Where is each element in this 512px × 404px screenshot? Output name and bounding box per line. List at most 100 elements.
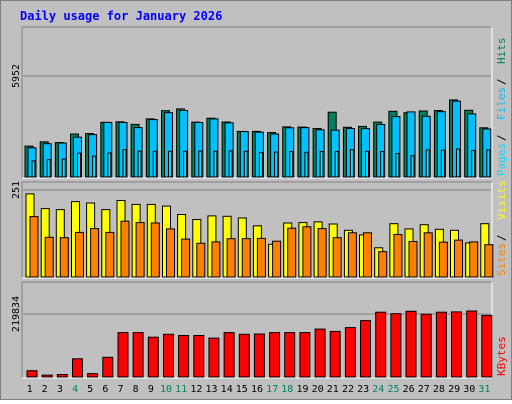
x-tick-label-day-17: 17	[266, 384, 278, 395]
x-tick-label-day-19: 19	[296, 384, 308, 395]
x-tick-label-day-14: 14	[221, 384, 233, 395]
bar-sites-day-26	[408, 241, 418, 278]
bar-sites-day-17	[272, 240, 282, 278]
bar-pages-day-4	[77, 152, 81, 178]
bar-sites-day-30	[469, 241, 479, 278]
bar-pages-day-1	[31, 160, 36, 178]
x-tick-label-day-30: 30	[463, 384, 475, 395]
bar-kbytes-day-29	[451, 311, 462, 378]
bar-sites-day-6	[105, 231, 115, 278]
panel-visits_sites: 251 Sites / Visits	[11, 180, 508, 279]
bar-kbytes-day-13	[208, 337, 220, 378]
bar-sites-day-27	[423, 232, 433, 278]
bar-sites-day-8	[135, 222, 145, 278]
bar-sites-day-5	[90, 228, 100, 278]
bar-pages-day-5	[92, 155, 97, 178]
x-tick-label-day-24: 24	[372, 384, 384, 395]
bar-kbytes-day-21	[329, 330, 341, 378]
x-tick-label-day-28: 28	[433, 384, 445, 395]
bar-pages-day-13	[213, 150, 218, 178]
bar-kbytes-day-22	[344, 327, 356, 378]
bar-pages-day-31	[486, 149, 491, 178]
bar-pages-day-25	[395, 153, 400, 178]
bar-kbytes-day-3	[56, 374, 68, 378]
x-tick-label-day-9: 9	[148, 384, 154, 395]
legend-files: Files	[495, 87, 508, 120]
bar-pages-day-16	[258, 152, 263, 178]
x-tick-label-day-12: 12	[190, 384, 202, 395]
bar-kbytes-day-23	[360, 320, 371, 378]
bar-kbytes-day-27	[420, 313, 432, 378]
bar-kbytes-day-16	[253, 333, 265, 378]
y-tick-label: 251	[11, 181, 22, 199]
x-tick-label-day-29: 29	[448, 384, 460, 395]
bar-kbytes-day-6	[102, 356, 114, 378]
bar-sites-day-9	[150, 222, 160, 278]
bar-sites-day-7	[120, 220, 130, 278]
bar-pages-day-29	[456, 148, 460, 178]
bar-sites-day-2	[44, 236, 54, 278]
legend-separator: /	[495, 134, 508, 141]
legend-separator: /	[495, 234, 508, 241]
legend-pages: Pages	[495, 143, 508, 176]
x-tick-label-day-2: 2	[42, 384, 48, 395]
x-tick-label-day-7: 7	[117, 384, 123, 395]
bar-pages-day-28	[440, 149, 445, 178]
bar-pages-day-23	[365, 150, 369, 178]
x-tick-label-day-21: 21	[327, 384, 339, 395]
x-tick-label-day-11: 11	[175, 384, 187, 395]
x-tick-label-day-25: 25	[387, 384, 399, 395]
bar-sites-day-22	[347, 232, 357, 278]
x-tick-label-day-8: 8	[133, 384, 139, 395]
bar-sites-day-28	[438, 241, 448, 278]
bar-kbytes-day-24	[375, 311, 387, 378]
bar-sites-day-15	[241, 238, 251, 278]
bar-kbytes-day-31	[481, 314, 493, 378]
bar-kbytes-day-19	[299, 332, 311, 378]
right-legend-visits_sites: Sites / Visits	[495, 180, 508, 276]
x-tick-label-day-16: 16	[251, 384, 263, 395]
bar-sites-day-31	[484, 244, 494, 278]
bar-kbytes-day-18	[284, 332, 296, 378]
bar-pages-day-11	[183, 150, 188, 178]
bar-pages-day-24	[380, 151, 385, 178]
x-tick-label-day-1: 1	[27, 384, 33, 395]
x-tick-label-day-10: 10	[160, 384, 172, 395]
bar-kbytes-day-7	[117, 332, 129, 378]
bar-pages-day-18	[289, 151, 294, 178]
bar-pages-day-17	[274, 151, 279, 178]
right-legend-kbytes: KBytes	[495, 336, 508, 376]
bar-pages-day-10	[168, 150, 172, 178]
bar-sites-day-12	[196, 242, 206, 278]
bar-kbytes-day-15	[238, 333, 250, 378]
bar-pages-day-26	[410, 155, 415, 178]
bar-kbytes-day-26	[405, 310, 417, 378]
bar-pages-day-3	[61, 158, 66, 178]
bar-pages-day-6	[107, 152, 112, 178]
bar-pages-day-15	[243, 150, 248, 178]
bar-pages-day-9	[152, 150, 157, 178]
legend-kbytes: KBytes	[495, 336, 508, 376]
bar-pages-day-12	[198, 150, 203, 178]
legend-separator: /	[495, 78, 508, 85]
bar-kbytes-day-10	[163, 333, 174, 378]
x-tick-label-day-4: 4	[72, 384, 78, 395]
x-tick-label-day-3: 3	[57, 384, 63, 395]
bar-sites-day-13	[211, 241, 221, 278]
bar-sites-day-4	[75, 231, 84, 278]
bar-sites-day-24	[378, 251, 388, 278]
bar-sites-day-10	[166, 228, 175, 278]
x-tick-label-day-5: 5	[87, 384, 93, 395]
legend-sites: Sites	[495, 243, 508, 276]
bar-pages-day-22	[349, 149, 354, 178]
bar-kbytes-day-8	[132, 332, 144, 378]
legend-hits: Hits	[495, 38, 508, 65]
bar-sites-day-14	[226, 238, 236, 278]
y-tick-label: 5952	[11, 64, 22, 88]
panel-hits_files_pages: 5952 Pages / Files / Hits	[11, 26, 508, 179]
x-tick-label-day-20: 20	[312, 384, 324, 395]
x-tick-label-day-22: 22	[342, 384, 354, 395]
panel-kbytes: 219834 KBytes	[11, 281, 508, 379]
bar-pages-day-27	[425, 149, 430, 178]
